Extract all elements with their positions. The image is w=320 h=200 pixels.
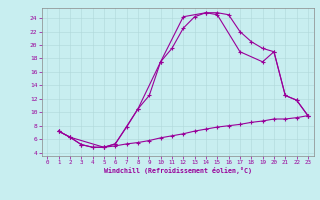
X-axis label: Windchill (Refroidissement éolien,°C): Windchill (Refroidissement éolien,°C) — [104, 167, 252, 174]
